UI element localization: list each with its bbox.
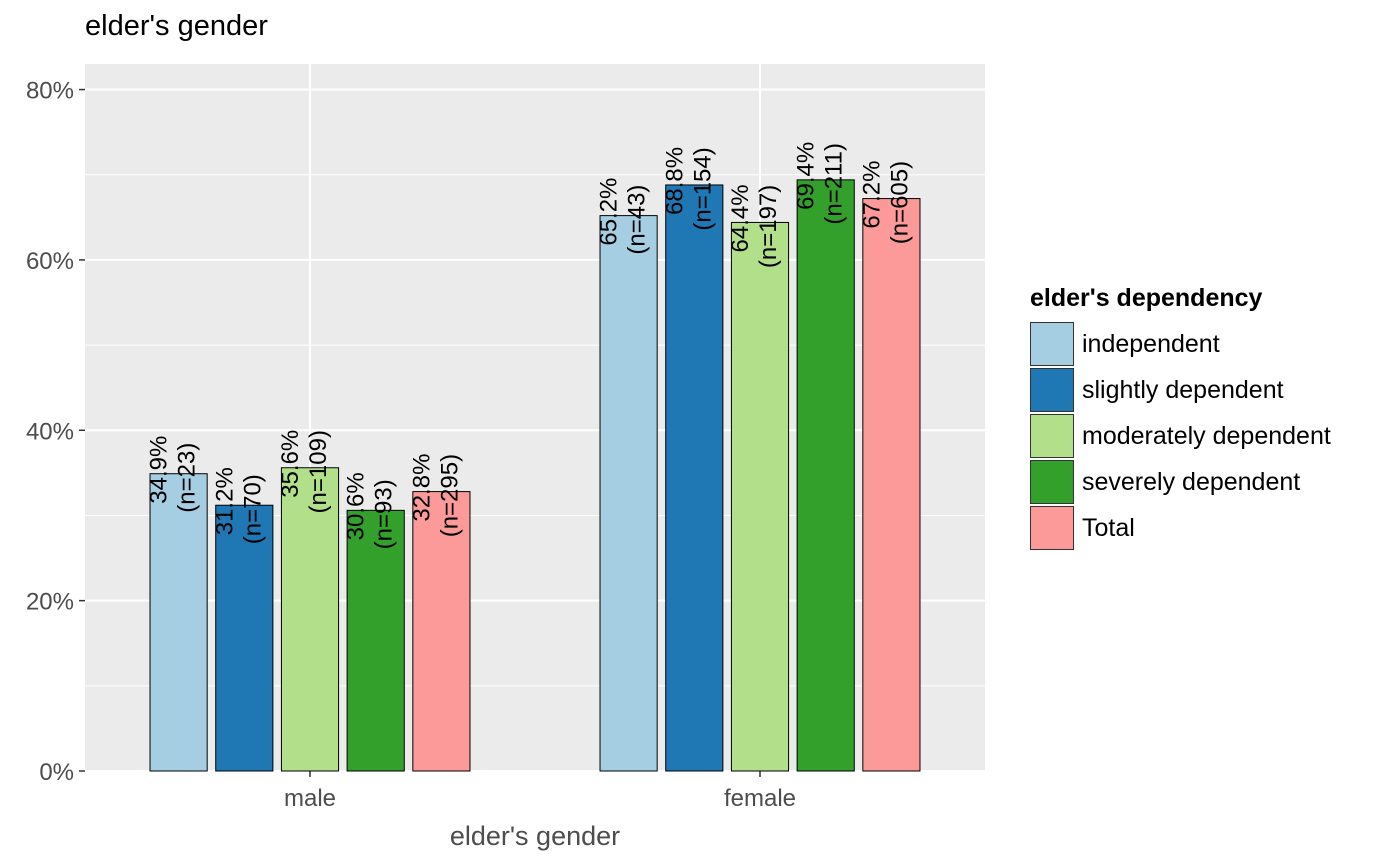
bar-value-label: 32.8%: [408, 454, 435, 522]
bar-count-label: (n=295): [436, 454, 463, 537]
legend-swatch: [1030, 322, 1074, 366]
legend-item: independent: [1030, 321, 1331, 367]
legend-item: moderately dependent: [1030, 413, 1331, 459]
legend-swatch: [1030, 506, 1074, 550]
legend-label: independent: [1082, 329, 1220, 358]
bar: [862, 198, 921, 772]
bar-value-label: 67.2%: [858, 161, 885, 229]
legend-item: slightly dependent: [1030, 367, 1331, 413]
legend-label: slightly dependent: [1082, 375, 1284, 404]
legend-swatch: [1030, 368, 1074, 412]
chart-title: elder's gender: [85, 10, 268, 42]
legend-label: severely dependent: [1082, 467, 1301, 496]
bar-count-label: (n=109): [305, 430, 332, 513]
legend-item: severely dependent: [1030, 459, 1331, 505]
bar: [149, 473, 208, 772]
bar-count-label: (n=154): [689, 147, 716, 230]
bar-count-label: (n=197): [755, 185, 782, 268]
bar: [665, 184, 724, 772]
x-axis: male female: [284, 771, 796, 812]
y-axis: 0% 20% 40% 60% 80%: [26, 78, 85, 786]
bar-count-label: (n=23): [174, 443, 201, 513]
bar: [346, 509, 405, 772]
bar-labels: 34.9% (n=23) 31.2% (n=70)35.6% (n=109) 30.6%(…: [146, 142, 914, 550]
bar: [215, 504, 274, 772]
bar-count-label: (n=605): [886, 161, 913, 244]
bar-value-label: 34.9%: [146, 436, 173, 504]
bar-value-label: 68.8%: [661, 147, 688, 215]
bar: [730, 221, 790, 772]
x-axis-title: elder's gender: [450, 821, 620, 851]
legend-item: Total: [1030, 505, 1331, 551]
legend-swatch: [1030, 460, 1074, 504]
x-tick-label: male: [284, 785, 336, 812]
legend-swatch: [1030, 414, 1074, 458]
y-tick-label: 40%: [26, 418, 74, 445]
legend-label: moderately dependent: [1082, 421, 1331, 450]
y-tick-label: 20%: [26, 589, 74, 616]
bar-value-label: 64.4%: [727, 184, 754, 252]
bar-value-label: 31.2%: [211, 467, 238, 535]
legend: elder's dependency independent slightly d…: [1030, 284, 1331, 551]
y-tick-label: 80%: [26, 78, 74, 105]
bar: [796, 179, 855, 772]
y-tick-label: 60%: [26, 248, 74, 275]
legend-title: elder's dependency: [1030, 284, 1263, 312]
bar-value-label: 35.6%: [277, 430, 304, 498]
bar-count-label: (n=211): [821, 143, 848, 225]
bar: [280, 467, 340, 772]
legend-items: independent slightly dependent moderately …: [1030, 321, 1331, 551]
bar-value-label: 30.6%: [343, 472, 370, 540]
bar-value-label: 69.4%: [793, 142, 820, 210]
bar: [412, 491, 471, 772]
bar-count-label: (n=93): [371, 479, 398, 549]
bar-value-label: 65.2%: [596, 178, 623, 246]
bar-count-label: (n=43): [624, 185, 651, 255]
bar-chart: 0% 20% 40% 60% 80% male female 34.9% (n=23) 31.…: [26, 64, 985, 851]
legend-label: Total: [1082, 513, 1135, 542]
bar: [599, 215, 658, 772]
bars: [149, 179, 921, 772]
bar-count-label: (n=70): [239, 474, 266, 544]
x-tick-label: female: [724, 785, 796, 812]
y-tick-label: 0%: [39, 759, 74, 786]
